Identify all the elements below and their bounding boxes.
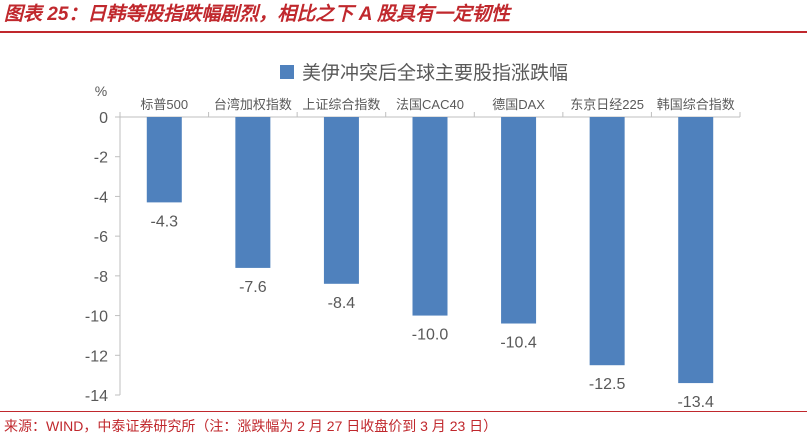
source-note: 来源：WIND，中泰证券研究所（注：涨跌幅为 2 月 27 日收盘价到 3 月 … — [4, 418, 498, 434]
y-tick-label: -8 — [94, 269, 108, 286]
bar — [589, 117, 625, 366]
x-category-label: 德国DAX — [492, 97, 545, 112]
title-rule — [0, 31, 807, 33]
y-tick-label: -10 — [85, 309, 108, 326]
data-label: -12.5 — [589, 376, 626, 393]
x-category-label: 标普500 — [140, 97, 188, 112]
bar — [235, 117, 271, 268]
bar — [412, 117, 448, 316]
figure-title: 图表 25：日韩等股指跌幅剧烈，相比之下 A 股具有一定韧性 — [4, 4, 510, 25]
legend-label: 美伊冲突后全球主要股指涨跌幅 — [302, 62, 568, 84]
data-label: -10.4 — [500, 335, 537, 352]
y-tick-label: -12 — [85, 348, 108, 365]
bar — [501, 117, 537, 324]
data-label: -4.3 — [150, 213, 178, 230]
y-tick-label: -14 — [85, 388, 108, 405]
y-axis-unit-label: % — [95, 83, 107, 99]
x-category-label: 台湾加权指数 — [214, 97, 292, 112]
y-tick-label: -4 — [94, 189, 108, 206]
bar — [146, 117, 182, 203]
x-category-label: 上证综合指数 — [302, 97, 380, 112]
bar-chart: 美伊冲突后全球主要股指涨跌幅% 0 -2 -4 -6 -8 -10 -12 -14 标普500 -4… — [85, 62, 741, 410]
data-label: -8.4 — [328, 295, 356, 312]
x-category-label: 法国CAC40 — [396, 97, 464, 112]
y-tick-label: -2 — [94, 150, 108, 167]
data-label: -7.6 — [239, 279, 267, 296]
x-category-label: 东京日经225 — [570, 97, 644, 112]
bar — [323, 117, 359, 284]
legend-swatch — [280, 65, 294, 79]
data-label: -13.4 — [677, 394, 714, 410]
x-category-label: 韩国综合指数 — [657, 97, 735, 112]
data-label: -10.0 — [412, 327, 449, 344]
y-tick-label: 0 — [99, 110, 108, 127]
source-rule — [0, 411, 807, 412]
bar — [678, 117, 714, 384]
y-tick-label: -6 — [94, 229, 108, 246]
